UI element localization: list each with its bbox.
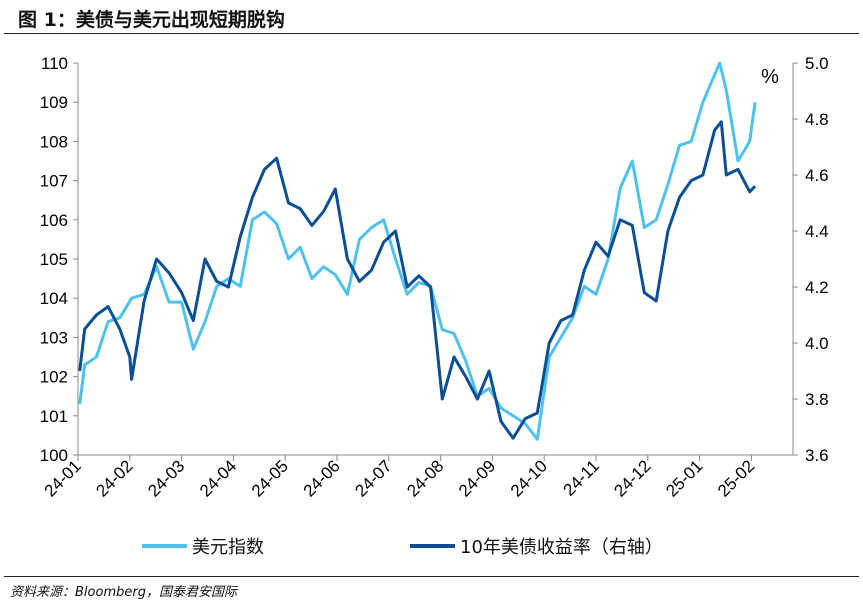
figure-title: 图 1：美债与美元出现短期脱钩 (18, 9, 285, 31)
left-tick-label: 109 (40, 93, 68, 112)
left-tick-label: 110 (41, 54, 68, 73)
x-tick-label: 24-03 (144, 456, 188, 500)
right-tick-label: 4.0 (805, 334, 829, 353)
title-divider (4, 33, 859, 34)
right-axis-unit: % (761, 66, 779, 88)
left-tick-label: 107 (40, 172, 68, 191)
x-tick-label: 24-07 (351, 456, 395, 500)
x-tick-label: 24-05 (248, 456, 292, 500)
left-tick-label: 108 (40, 132, 68, 151)
x-tick-label: 24-08 (403, 456, 447, 500)
left-tick-label: 103 (40, 328, 68, 347)
x-tick-label: 24-12 (610, 456, 654, 500)
right-tick-label: 4.6 (805, 166, 829, 185)
right-tick-label: 5.0 (805, 54, 829, 73)
right-tick-label: 4.4 (805, 222, 829, 241)
legend-label: 美元指数 (192, 537, 264, 558)
right-tick-label: 4.8 (805, 110, 829, 129)
legend-label: 10年美债收益率（右轴） (460, 537, 663, 558)
left-tick-label: 105 (40, 250, 68, 269)
x-tick-label: 24-02 (92, 456, 136, 500)
x-tick-label: 25-02 (714, 456, 758, 500)
x-tick-label: 24-06 (300, 456, 344, 500)
x-tick-label: 25-01 (662, 456, 706, 500)
left-tick-label: 106 (40, 211, 68, 230)
x-tick-label: 24-09 (455, 456, 499, 500)
source-divider (4, 576, 859, 577)
source-note: 资料来源：Bloomberg，国泰君安国际 (10, 585, 237, 600)
left-tick-label: 100 (40, 446, 68, 465)
series-line-us10y (78, 120, 757, 440)
right-tick-label: 4.2 (805, 278, 829, 297)
x-tick-label: 24-11 (560, 456, 603, 499)
chart: 100 101 102 103 104 105 106 107 108 109 110 3.6 3.8 4… (40, 54, 829, 558)
left-tick-label: 102 (40, 368, 68, 387)
right-tick-label: 3.6 (805, 446, 829, 465)
x-tick-label: 24-10 (507, 456, 551, 500)
left-tick-label: 101 (40, 407, 68, 426)
x-tick-label: 24-04 (196, 456, 240, 500)
series-line-dxy (78, 61, 757, 441)
right-tick-label: 3.8 (805, 390, 829, 409)
left-tick-label: 104 (40, 289, 68, 308)
